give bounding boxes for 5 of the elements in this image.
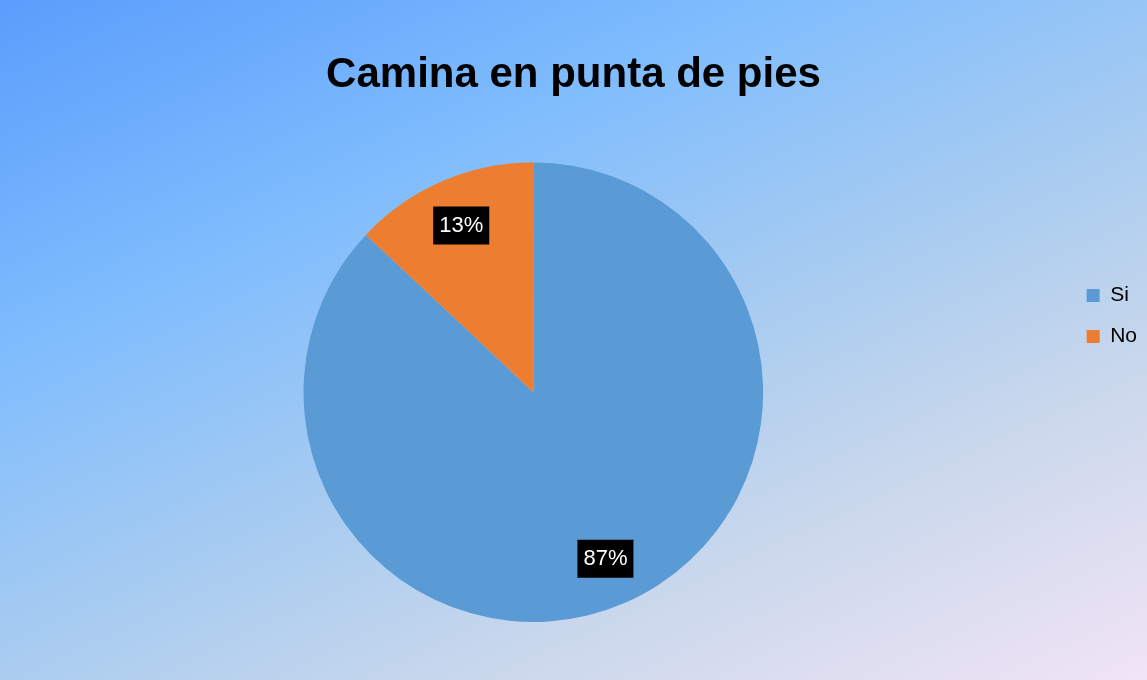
legend-label: No <box>1110 323 1138 347</box>
chart-title: Camina en punta de pies <box>326 48 821 96</box>
data-label: 13% <box>439 211 484 237</box>
legend-label: Si <box>1110 282 1129 306</box>
data-label: 87% <box>583 544 628 570</box>
